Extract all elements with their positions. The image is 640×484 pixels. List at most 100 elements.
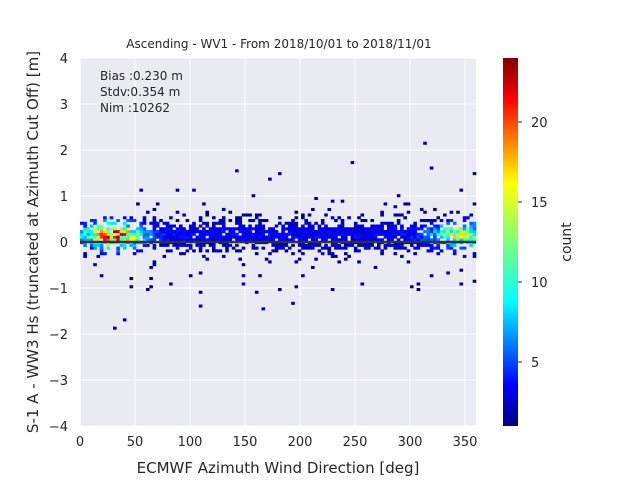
heatmap-cell [278, 172, 282, 176]
heatmap-cell [429, 166, 434, 170]
heatmap-cell [155, 221, 160, 225]
heatmap-cell [472, 221, 477, 225]
heatmap-cell [264, 219, 269, 223]
heatmap-cell [373, 246, 378, 250]
heatmap-cell [294, 221, 299, 225]
x-tick-label: 150 [233, 435, 258, 450]
heatmap-cell [472, 172, 477, 176]
heatmap-cell [340, 238, 345, 242]
heatmap-cell [142, 235, 147, 239]
heatmap-cell [179, 232, 183, 236]
heatmap-cell [221, 219, 226, 223]
heatmap-cell [284, 238, 289, 242]
heatmap-cell [258, 227, 262, 231]
heatmap-cell [291, 232, 295, 236]
heatmap-cell [294, 260, 299, 264]
heatmap-cell [235, 227, 239, 231]
heatmap-cell [393, 230, 398, 234]
heatmap-cell [142, 221, 147, 225]
heatmap-cell [89, 230, 94, 234]
heatmap-cell [113, 221, 117, 225]
heatmap-cell [443, 235, 447, 239]
heatmap-cell [264, 235, 269, 239]
heatmap-cell [340, 224, 345, 228]
heatmap-cell [80, 232, 84, 236]
heatmap-cell [320, 221, 325, 225]
heatmap-cell [228, 227, 233, 231]
y-tick-label: 3 [60, 98, 68, 113]
heatmap-cell [106, 243, 110, 247]
heatmap-cell [165, 249, 170, 253]
heatmap-cell [248, 238, 252, 242]
heatmap-cell [175, 246, 180, 250]
heatmap-cell [393, 246, 398, 250]
heatmap-cell [396, 243, 401, 247]
heatmap-cell [403, 232, 407, 236]
heatmap-cell [149, 221, 153, 225]
heatmap-cell [429, 243, 434, 247]
heatmap-cell [241, 238, 246, 242]
heatmap-cell [175, 219, 180, 223]
heatmap-cell [281, 238, 285, 242]
heatmap-cell [122, 243, 127, 247]
heatmap-cell [212, 216, 216, 220]
heatmap-cell [390, 221, 394, 225]
heatmap-cell [439, 232, 444, 236]
heatmap-cell [202, 202, 206, 206]
heatmap-cell [146, 238, 150, 242]
heatmap-cell [416, 235, 421, 239]
heatmap-cell [320, 238, 325, 242]
heatmap-cell [320, 227, 325, 231]
heatmap-cell [433, 232, 437, 236]
heatmap-cell [383, 221, 388, 225]
heatmap-cell [268, 232, 272, 236]
heatmap-cell [278, 238, 282, 242]
heatmap-cell [363, 243, 368, 247]
heatmap-cell [254, 232, 259, 236]
heatmap-cell [96, 224, 101, 228]
heatmap-cell [231, 230, 236, 234]
heatmap-cell [208, 227, 213, 231]
heatmap-cell [301, 274, 305, 278]
heatmap-cell [353, 235, 358, 239]
heatmap-cell [258, 224, 262, 228]
heatmap-cell [192, 249, 196, 253]
heatmap-cell [403, 230, 407, 234]
heatmap-cell [472, 232, 477, 236]
heatmap-cell [152, 207, 157, 212]
heatmap-cell [162, 232, 167, 236]
heatmap-cell [403, 235, 407, 239]
heatmap-cell [152, 243, 157, 247]
heatmap-cell [245, 230, 249, 234]
heatmap-cell [466, 235, 470, 239]
x-tick-label: 0 [76, 435, 84, 450]
heatmap-cell [235, 219, 239, 223]
heatmap-cell [225, 227, 229, 231]
heatmap-cell [165, 243, 170, 247]
heatmap-cell [159, 232, 163, 236]
heatmap-cell [83, 221, 87, 225]
heatmap-cell [334, 232, 338, 236]
heatmap-cell [400, 227, 404, 231]
heatmap-cell [429, 227, 434, 231]
heatmap-cell [129, 230, 134, 234]
heatmap-cell [386, 224, 391, 228]
heatmap-cell [307, 235, 312, 239]
heatmap-cell [241, 246, 246, 250]
heatmap-cell [132, 230, 137, 234]
heatmap-cell [235, 232, 239, 236]
heatmap-cell [462, 227, 467, 231]
heatmap-cell [324, 224, 328, 228]
heatmap-cell [235, 169, 239, 173]
heatmap-cell [172, 232, 176, 236]
heatmap-cell [344, 230, 348, 234]
heatmap-cell [83, 254, 87, 258]
heatmap-cell [212, 246, 216, 250]
heatmap-cell [400, 230, 404, 234]
heatmap-cell [324, 232, 328, 236]
heatmap-cell [248, 230, 252, 234]
heatmap-cell [146, 235, 150, 239]
heatmap-cell [353, 221, 358, 225]
heatmap-cell [116, 230, 120, 234]
heatmap-cell [146, 243, 150, 247]
